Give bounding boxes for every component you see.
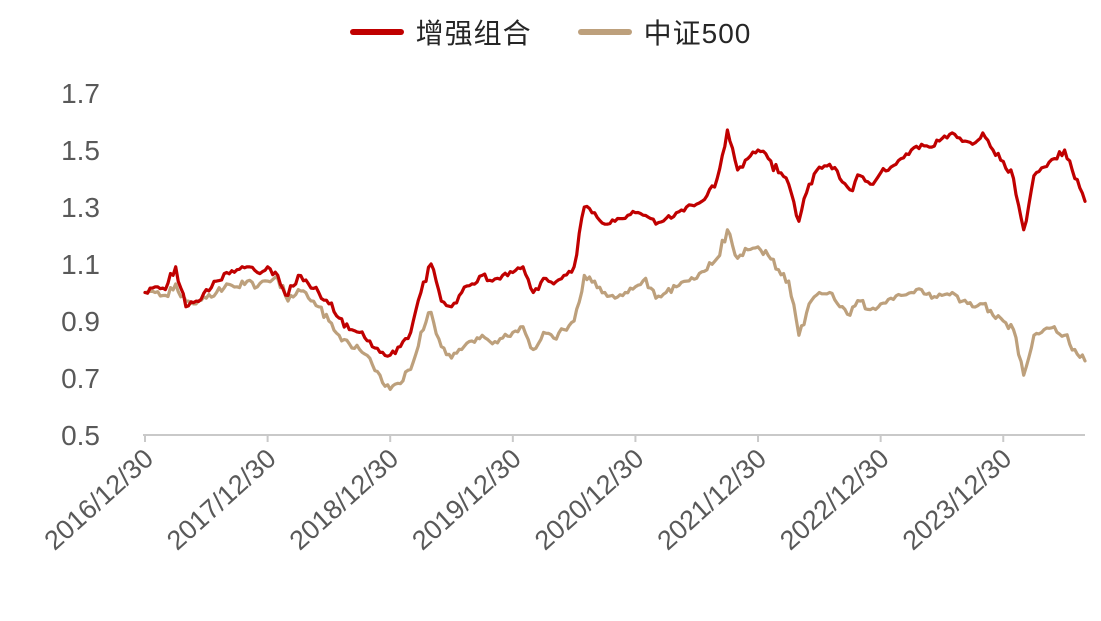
legend-item-enhanced-portfolio: 增强组合: [349, 12, 532, 52]
svg-text:1.5: 1.5: [61, 135, 100, 166]
svg-text:2021/12/30: 2021/12/30: [652, 443, 773, 556]
svg-text:2019/12/30: 2019/12/30: [406, 443, 527, 556]
svg-text:2017/12/30: 2017/12/30: [161, 443, 282, 556]
svg-text:1.1: 1.1: [61, 249, 100, 280]
legend-label-csi500: 中证500: [643, 18, 752, 49]
svg-text:0.5: 0.5: [61, 420, 100, 451]
svg-text:0.9: 0.9: [61, 306, 100, 337]
svg-text:2020/12/30: 2020/12/30: [529, 443, 650, 556]
legend-item-csi500: 中证500: [577, 12, 752, 52]
legend-label-enhanced-portfolio: 增强组合: [415, 18, 532, 49]
svg-text:2023/12/30: 2023/12/30: [897, 443, 1018, 556]
svg-text:2022/12/30: 2022/12/30: [774, 443, 895, 556]
svg-text:2018/12/30: 2018/12/30: [284, 443, 405, 556]
legend: 增强组合 中证500: [0, 12, 1101, 52]
svg-text:1.7: 1.7: [61, 78, 100, 109]
svg-text:2016/12/30: 2016/12/30: [39, 443, 160, 556]
tan-line-swatch-icon: [577, 29, 632, 35]
svg-text:0.7: 0.7: [61, 363, 100, 394]
svg-text:1.3: 1.3: [61, 192, 100, 223]
red-line-swatch-icon: [349, 29, 404, 35]
